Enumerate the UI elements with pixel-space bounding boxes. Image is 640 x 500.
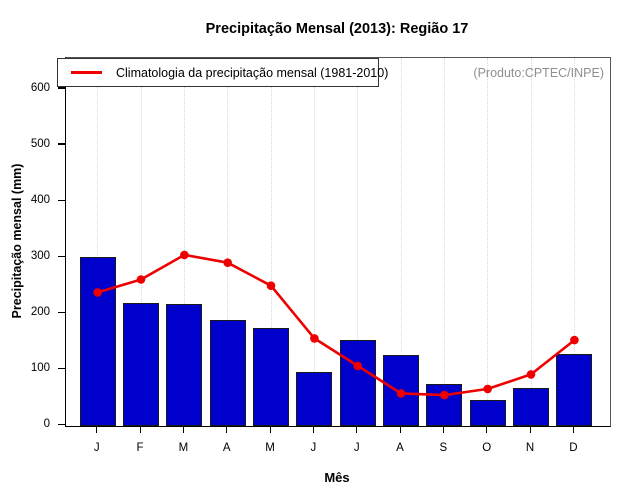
climatology-point-J — [93, 288, 102, 297]
bar-7-J — [339, 339, 376, 426]
climatology-line — [97, 253, 576, 397]
y-tick-label: 400 — [30, 194, 50, 206]
x-tick — [529, 426, 531, 433]
climatology-point-A — [223, 258, 232, 267]
climatology-point-O — [483, 384, 493, 394]
climatology-point-S — [440, 390, 449, 400]
y-tick-label: 200 — [30, 306, 50, 319]
x-tick-label: O — [482, 442, 492, 454]
x-tick — [182, 426, 185, 433]
x-tick — [572, 426, 575, 433]
x-tick-label: M — [265, 442, 275, 454]
legend-label: Climatologia da precipitação mensal (198… — [116, 65, 389, 80]
x-tick-label: S — [439, 442, 448, 454]
x-tick-label: D — [569, 442, 578, 454]
y-axis-label: Precipitação mensal (mm) — [10, 163, 24, 319]
x-tick — [399, 426, 401, 433]
plot-area — [65, 57, 611, 427]
x-tick — [442, 426, 445, 433]
y-tick-label: 300 — [30, 250, 50, 263]
climatology-point-F — [136, 275, 146, 284]
climatology-point-J — [310, 334, 319, 343]
climatology-point-D — [570, 335, 579, 345]
x-axis-label: Mês — [324, 470, 350, 485]
gridline — [270, 58, 272, 426]
gridline — [573, 58, 575, 426]
gridline — [487, 58, 489, 426]
y-tick-label: 600 — [30, 81, 50, 94]
climatology-line-plot — [93, 250, 579, 400]
y-tick — [58, 199, 65, 201]
x-tick — [486, 426, 488, 433]
climatology-point-A — [396, 389, 406, 398]
bar-4-A — [209, 319, 246, 426]
x-tick — [356, 426, 358, 433]
bar-5-M — [253, 327, 290, 426]
y-tick — [58, 255, 65, 257]
x-tick-label: J — [93, 442, 100, 454]
y-tick — [58, 367, 65, 369]
gridline — [97, 58, 99, 426]
bar-10-O — [469, 400, 506, 426]
legend: Climatologia da precipitação mensal (198… — [57, 58, 388, 87]
x-tick-label: N — [525, 442, 535, 454]
y-tick-label: 0 — [43, 418, 50, 431]
product-annotation: (Produto:CPTEC/INPE) — [473, 66, 604, 80]
bar-2-F — [123, 302, 160, 426]
bar-1-J — [79, 256, 116, 426]
climatology-point-N — [526, 370, 536, 379]
climatology-point-M — [266, 281, 276, 290]
gridline — [313, 58, 315, 426]
gridline — [443, 58, 445, 426]
legend-line-sample-icon — [71, 71, 102, 74]
y-tick-label: 100 — [30, 362, 50, 375]
x-tick-label: J — [353, 442, 360, 454]
gridline — [530, 58, 532, 426]
x-tick-label: J — [310, 442, 317, 454]
x-tick — [269, 426, 271, 433]
x-tick-label: A — [396, 442, 404, 454]
gridline — [140, 58, 142, 426]
x-tick-label: A — [222, 442, 231, 454]
chart-title: Precipitação Mensal (2013): Região 17 — [205, 21, 469, 37]
x-tick — [96, 426, 98, 433]
climatology-point-J — [353, 361, 363, 371]
gridline — [357, 58, 359, 426]
x-tick — [139, 426, 141, 433]
y-tick-label: 500 — [30, 137, 50, 150]
y-tick — [58, 143, 65, 145]
y-tick — [58, 423, 65, 426]
y-tick — [58, 311, 65, 313]
x-tick-label: F — [136, 442, 144, 454]
bar-6-J — [296, 372, 333, 426]
gridline — [183, 58, 185, 426]
x-tick-label: M — [178, 442, 189, 454]
y-tick — [58, 87, 65, 89]
x-tick — [312, 426, 315, 433]
gridline — [400, 58, 402, 426]
bar-11-N — [513, 387, 550, 426]
bar-3-M — [166, 304, 203, 426]
climatology-point-M — [180, 250, 189, 260]
x-tick — [226, 426, 228, 433]
bar-12-D — [556, 353, 593, 426]
gridline — [227, 58, 229, 426]
